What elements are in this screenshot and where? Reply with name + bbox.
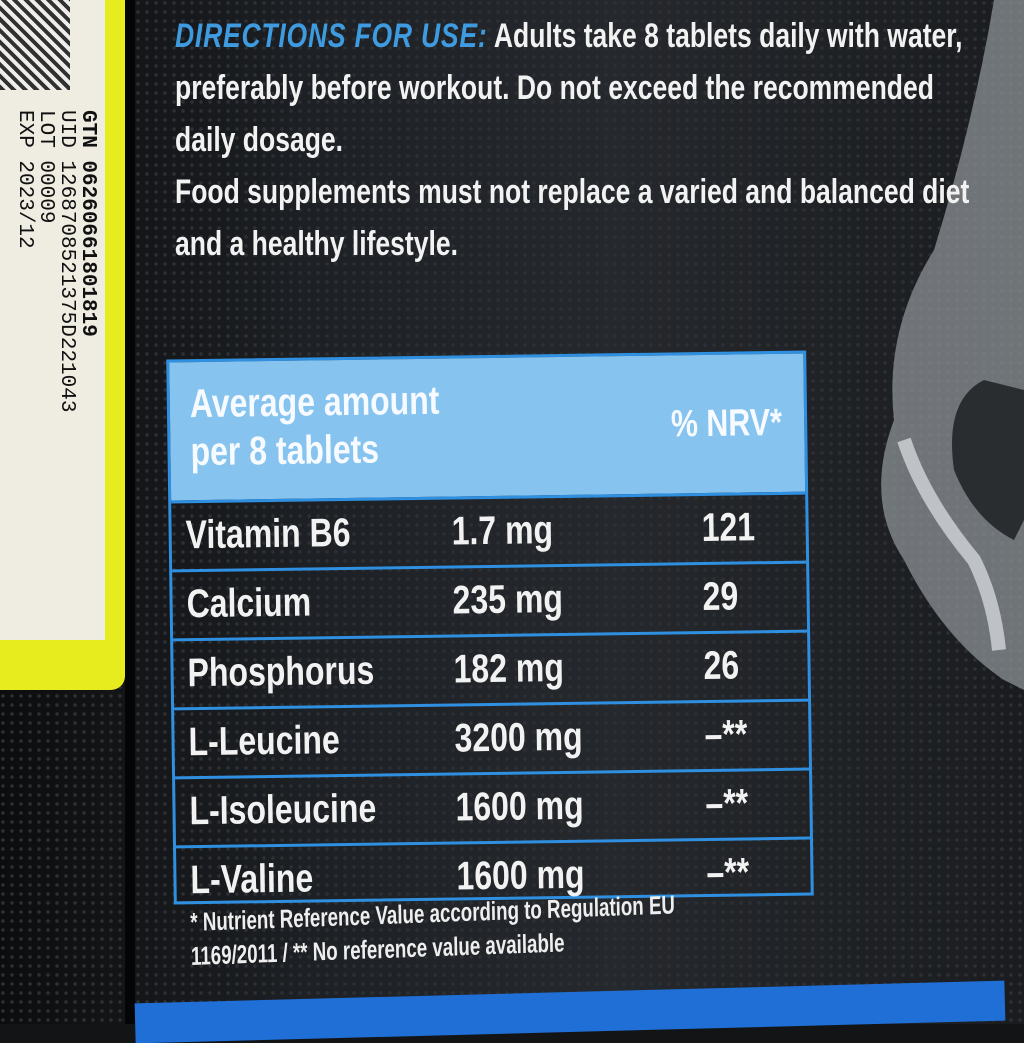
gtin-code: GTN 06260661801819 (76, 110, 99, 337)
directions-section: DIRECTIONS FOR USE: Adults take 8 tablet… (175, 10, 978, 270)
header-nrv: % NRV* (670, 401, 783, 446)
nutrient-amount: 1600 mg (455, 783, 584, 830)
nutrient-amount: 1.7 mg (451, 508, 554, 554)
nutrient-name: L-Leucine (188, 718, 340, 765)
supplement-note: Food supplements must not replace a vari… (175, 173, 970, 263)
exp-date: EXP 2023/12 (13, 110, 36, 249)
sticker-codes: GTN 06260661801819 UID 1268708521375D2210… (13, 110, 99, 413)
table-row: L-Leucine 3200 mg –** (174, 698, 809, 777)
nutrient-amount: 3200 mg (454, 714, 583, 761)
athlete-figure-image (881, 0, 1024, 690)
directions-heading: DIRECTIONS FOR USE: (175, 17, 488, 55)
table-row: Vitamin B6 1.7 mg 121 (171, 491, 807, 570)
nutrient-name: L-Isoleucine (189, 786, 377, 834)
nutrient-nrv: 121 (701, 505, 756, 551)
sticker-white-area (0, 0, 105, 640)
directions-text: Adults take 8 tablets daily with water, … (175, 17, 963, 159)
header-amount-line2: per 8 tablets (190, 427, 380, 475)
nutrient-nrv: –** (705, 781, 749, 827)
container-edge (125, 0, 135, 1024)
nutrient-nrv: 29 (702, 574, 739, 620)
header-amount-line1: Average amount (189, 378, 440, 427)
table-row: Phosphorus 182 mg 26 (173, 629, 809, 708)
table-row: L-Isoleucine 1600 mg –** (175, 767, 810, 846)
nutrition-table: Average amount per 8 tablets % NRV* Vitam… (166, 350, 814, 915)
nutrient-nrv: 26 (703, 643, 740, 689)
nutrient-amount: 235 mg (452, 576, 564, 623)
datamatrix-code (0, 0, 70, 90)
table-row: Calcium 235 mg 29 (172, 560, 808, 639)
lot-code: LOT 00009 (34, 110, 57, 224)
nutrient-name: Vitamin B6 (185, 510, 351, 558)
nutrient-nrv: –** (704, 712, 748, 758)
nutrient-name: Calcium (186, 580, 312, 627)
table-header: Average amount per 8 tablets % NRV* (169, 353, 806, 501)
nutrient-amount: 182 mg (453, 645, 565, 692)
nutrient-name: Phosphorus (187, 648, 375, 696)
uid-code: UID 1268708521375D221043 (55, 110, 78, 413)
nutrient-name: L-Valine (190, 856, 314, 903)
